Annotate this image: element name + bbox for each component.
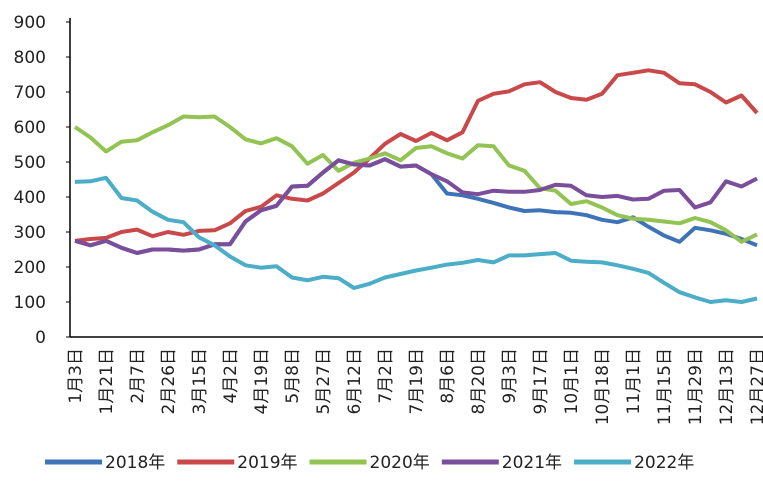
x-tick-label: 3月15日 <box>190 348 210 414</box>
series-line <box>74 157 758 255</box>
legend-label: 2022年 <box>634 453 694 473</box>
x-tick-label: 7月2日 <box>376 348 396 404</box>
series-line <box>74 68 759 243</box>
y-tick-label: 900 <box>14 13 46 33</box>
legend-label: 2019年 <box>237 453 297 473</box>
x-tick-label: 4月19日 <box>252 348 272 414</box>
legend-label: 2021年 <box>502 453 562 473</box>
x-tick-label: 5月27日 <box>314 348 334 414</box>
x-tick-label: 8月20日 <box>469 348 489 414</box>
x-tick-label: 10月1日 <box>562 348 582 414</box>
x-tick-label: 2月26日 <box>159 348 179 414</box>
y-tick-label: 100 <box>14 293 46 313</box>
x-tick-label: 4月2日 <box>221 348 241 404</box>
legend-label: 2020年 <box>370 453 430 473</box>
x-tick-label: 11月1日 <box>624 348 644 414</box>
y-tick-label: 700 <box>14 83 46 103</box>
x-tick-label: 8月6日 <box>438 348 458 404</box>
x-tick-label: 11月15日 <box>655 348 675 425</box>
x-tick-label: 11月29日 <box>686 348 706 425</box>
x-tick-label: 1月3日 <box>66 348 86 404</box>
y-tick-label: 200 <box>14 258 46 278</box>
x-tick-label: 10月18日 <box>593 348 613 425</box>
x-tick-label: 12月13日 <box>717 348 737 425</box>
x-tick-label: 12月27日 <box>748 348 763 425</box>
x-tick-label: 9月17日 <box>531 348 551 414</box>
legend-label: 2018年 <box>105 453 165 473</box>
x-tick-label: 1月21日 <box>97 348 117 414</box>
x-tick-label: 6月12日 <box>345 348 365 414</box>
x-tick-label: 2月7日 <box>128 348 148 404</box>
series-line <box>74 175 758 304</box>
series-line <box>73 114 758 244</box>
y-tick-label: 300 <box>14 223 46 243</box>
y-tick-label: 800 <box>14 48 46 68</box>
y-tick-label: 400 <box>14 188 46 208</box>
y-tick-label: 500 <box>14 153 46 173</box>
x-tick-label: 7月19日 <box>407 348 427 414</box>
y-tick-label: 600 <box>14 118 46 138</box>
x-tick-label: 5月8日 <box>283 348 303 404</box>
x-tick-label: 9月3日 <box>500 348 520 404</box>
y-tick-label: 0 <box>35 328 46 348</box>
series-line <box>74 157 758 255</box>
